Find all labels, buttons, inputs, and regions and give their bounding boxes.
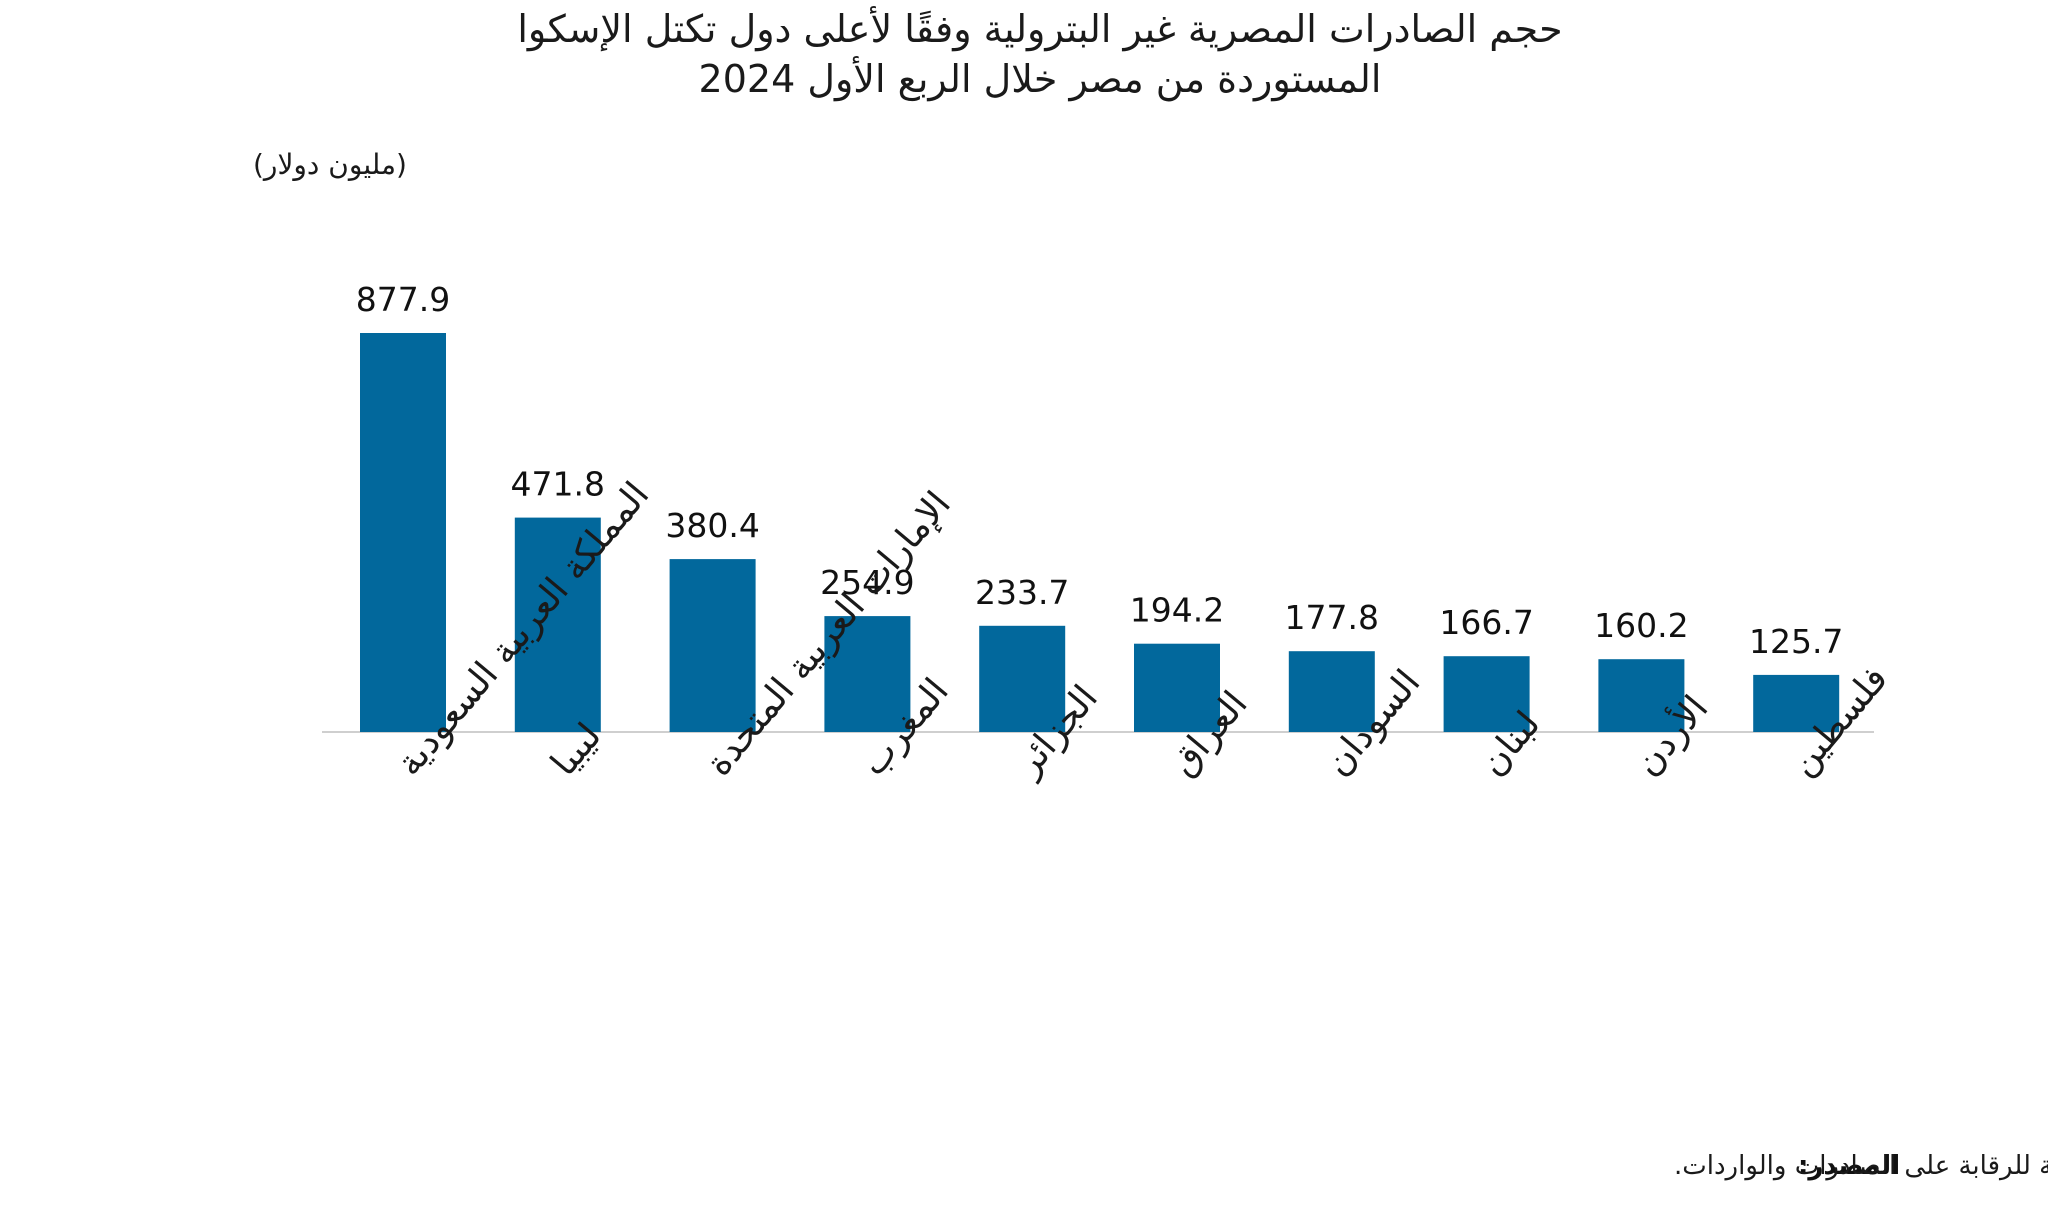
value-label: 125.7 — [1749, 622, 1843, 661]
source-label: المصدر: — [1798, 1151, 1900, 1181]
value-label: 160.2 — [1594, 606, 1688, 645]
bar — [514, 517, 601, 732]
bar — [824, 616, 911, 732]
value-label: 166.7 — [1439, 603, 1533, 642]
chart-title-line-1: حجم الصادرات المصرية غير البترولية وفقًا… — [517, 5, 1562, 52]
bar — [360, 333, 446, 732]
bar — [1443, 656, 1530, 732]
y-unit-label: (مليون دولار) — [253, 148, 407, 181]
bar — [1134, 643, 1220, 732]
value-label: 254.9 — [820, 563, 914, 602]
bar — [1753, 674, 1840, 732]
bar — [1598, 659, 1685, 732]
bar — [1288, 651, 1375, 732]
value-labels-group: 877.9 471.8 380.4 254.9 233.7 194.2 177.8 166.7… — [356, 280, 1844, 661]
source-text: محسوب من بيانات الهيئة العامة للرقابة عل… — [1674, 1151, 2048, 1181]
value-label: 194.2 — [1130, 591, 1224, 630]
bar — [669, 559, 756, 732]
value-label: 471.8 — [511, 465, 605, 504]
value-label: 380.4 — [665, 506, 759, 545]
bar — [979, 625, 1066, 732]
chart-title-line-2: المستوردة من مصر خلال الربع الأول 2024 — [699, 55, 1382, 102]
value-label: 177.8 — [1285, 598, 1379, 637]
value-label: 233.7 — [975, 573, 1069, 612]
bars-group — [360, 333, 1840, 732]
value-label: 877.9 — [356, 280, 450, 319]
